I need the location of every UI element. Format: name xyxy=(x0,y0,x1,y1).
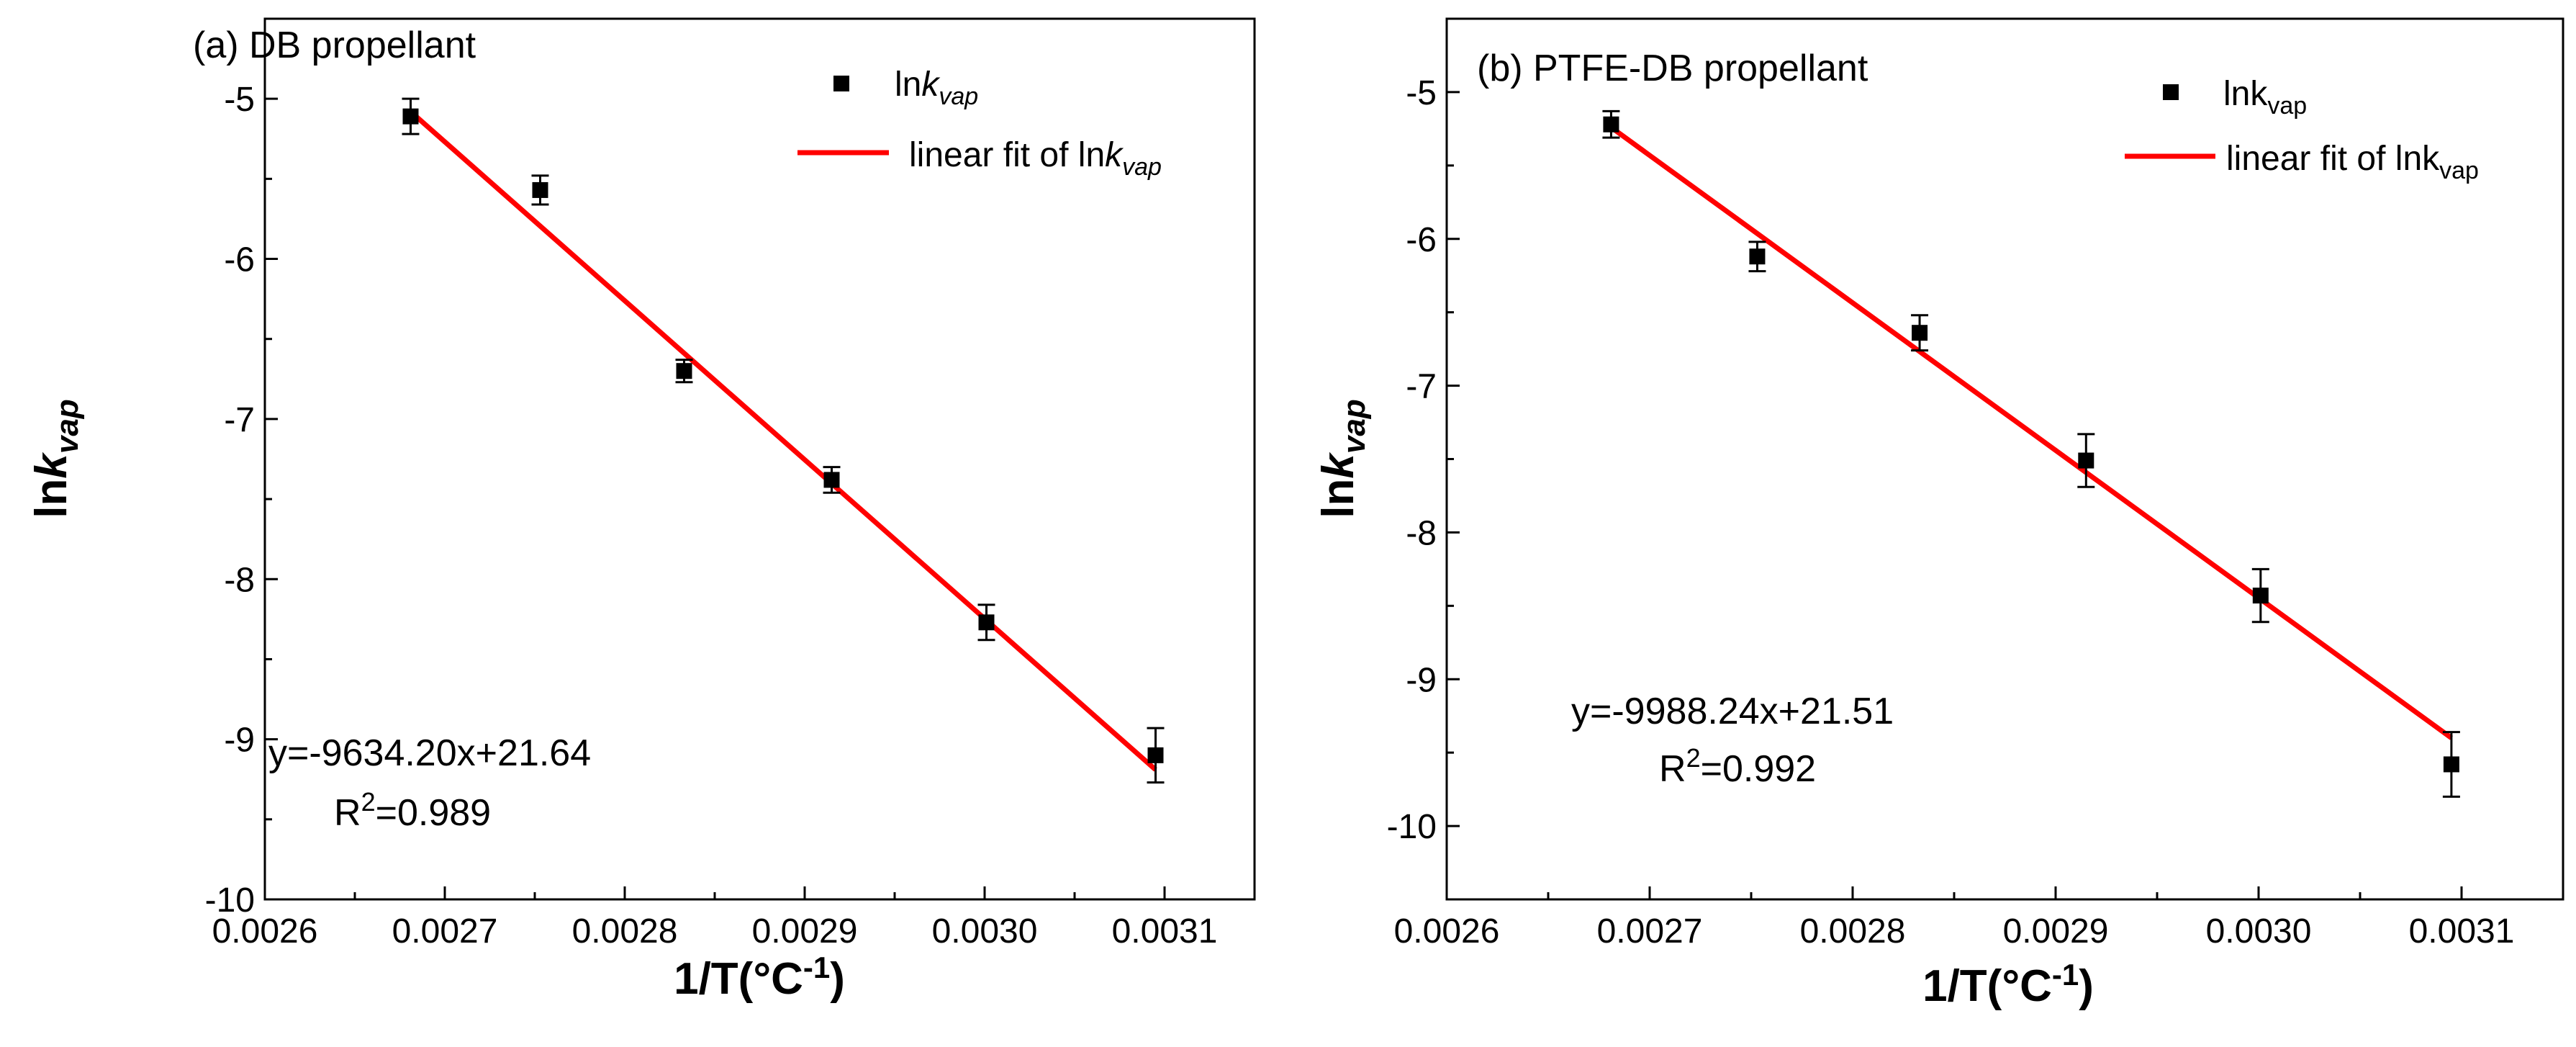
data-point xyxy=(2252,588,2269,604)
fit-line xyxy=(409,109,1157,772)
data-point xyxy=(2443,756,2459,773)
data-point xyxy=(1603,116,1619,132)
y-tick-label: -9 xyxy=(224,722,255,760)
x-tick-label: 0.0026 xyxy=(1394,912,1500,951)
panel-a-chart: 0.0026 0.0027 0.0028 0.0029 0.0030 0.0031 -5-… xyxy=(27,17,1256,1004)
legend-marker-label-var: k xyxy=(921,66,941,104)
x-axis-title-tail: ) xyxy=(830,954,845,1004)
x-tick-label: 0.0030 xyxy=(2206,912,2312,951)
y-tick-label: -10 xyxy=(205,881,255,920)
data-point xyxy=(532,181,548,198)
y-tick-label: -10 xyxy=(1387,808,1437,846)
y-axis-title-main: ln xyxy=(27,479,76,518)
y-axis-title-main: ln xyxy=(1314,479,1363,518)
fit-r2-prefix: R xyxy=(1659,748,1686,790)
y-tick-label: -9 xyxy=(1406,661,1437,699)
y-axis-title-sub: vap xyxy=(1337,399,1372,454)
fit-equation: y=-9988.24x+21.51 xyxy=(1571,691,1894,732)
legend: lnkvap linear fit of lnkvap xyxy=(797,66,1162,181)
y-tick-label: -7 xyxy=(1406,368,1437,406)
legend-line-label-main: linear fit of ln xyxy=(909,136,1105,174)
y-tick-label: -5 xyxy=(1406,74,1437,112)
y-axis-ticks: -5 -6 -7 -8 -9 -10 xyxy=(1387,74,1460,901)
x-tick-label: 0.0028 xyxy=(1800,912,1906,951)
y-tick-label: -8 xyxy=(224,561,255,599)
y-tick-label: -7 xyxy=(224,401,255,439)
plot-content xyxy=(402,97,1165,784)
x-tick-label: 0.0027 xyxy=(392,912,498,951)
x-axis-title-tail: ) xyxy=(2079,961,2094,1011)
y-axis-title: lnkvap xyxy=(27,399,85,518)
fit-line xyxy=(1609,125,2453,740)
x-tick-label: 0.0030 xyxy=(932,912,1038,951)
legend-marker-label: lnkvap xyxy=(2223,75,2307,120)
data-point xyxy=(676,363,692,379)
y-axis-ticks: -5 -6 -7 -8 -9 -10 xyxy=(205,81,278,920)
data-point xyxy=(823,472,840,488)
y-tick-label: -5 xyxy=(224,81,255,119)
legend-marker-label-main: ln xyxy=(895,66,921,104)
fit-r2-value: =0.992 xyxy=(1701,748,1817,790)
legend-marker-swatch xyxy=(833,76,849,91)
legend-marker-label: lnkvap xyxy=(895,66,978,110)
legend-line-label: linear fit of lnkvap xyxy=(2226,140,2479,184)
x-tick-label: 0.0031 xyxy=(1112,912,1218,951)
x-axis-title-sup: -1 xyxy=(803,951,830,984)
fit-r2: R2=0.992 xyxy=(1659,743,1816,790)
fit-r2-prefix: R xyxy=(334,792,361,834)
y-axis-title-var: k xyxy=(27,451,76,479)
legend-line-label-main: linear fit of lnk xyxy=(2226,140,2440,178)
fit-equation: y=-9634.20x+21.64 xyxy=(268,732,591,774)
fit-r2-value: =0.989 xyxy=(376,792,492,834)
data-point xyxy=(2078,452,2094,469)
data-point xyxy=(978,614,995,631)
fit-r2-sup: 2 xyxy=(1686,743,1701,773)
data-point xyxy=(1749,248,1766,265)
x-axis-ticks: 0.0026 0.0027 0.0028 0.0029 0.0030 0.0031 xyxy=(1394,886,2515,951)
plot-frame xyxy=(263,17,1256,901)
x-tick-label: 0.0029 xyxy=(752,912,858,951)
x-axis-title: 1/T(°C-1) xyxy=(1922,958,2094,1011)
x-tick-label: 0.0026 xyxy=(212,912,318,951)
data-point xyxy=(402,108,419,125)
x-tick-label: 0.0027 xyxy=(1597,912,1703,951)
legend-line-label-var: k xyxy=(1105,136,1124,174)
legend-marker-label-main: lnk xyxy=(2223,75,2268,113)
data-point xyxy=(1912,325,1928,341)
x-axis-title: 1/T(°C-1) xyxy=(674,951,845,1004)
legend-line-label-sub: vap xyxy=(2439,157,2479,184)
x-tick-label: 0.0028 xyxy=(572,912,678,951)
legend-line-label: linear fit of lnkvap xyxy=(909,136,1162,181)
x-tick-label: 0.0031 xyxy=(2409,912,2515,951)
x-axis-title-main: 1/T(°C xyxy=(674,954,803,1004)
y-tick-label: -8 xyxy=(1406,514,1437,552)
x-axis-title-sup: -1 xyxy=(2052,958,2079,992)
x-axis-title-main: 1/T(°C xyxy=(1922,961,2052,1011)
legend-marker-swatch xyxy=(2163,84,2179,100)
y-axis-title: lnkvap xyxy=(1314,399,1372,518)
plot-content xyxy=(1602,109,2460,798)
y-axis-title-var: k xyxy=(1314,451,1363,479)
legend-marker-label-sub: vap xyxy=(939,83,978,110)
fit-r2-sup: 2 xyxy=(361,787,376,817)
legend-marker-label-sub: vap xyxy=(2267,92,2307,120)
y-axis-title-sub: vap xyxy=(50,399,85,454)
panel-title: (a) DB propellant xyxy=(193,24,476,66)
legend-line-label-sub: vap xyxy=(1122,153,1162,181)
fit-r2: R2=0.989 xyxy=(334,787,491,834)
y-tick-label: -6 xyxy=(1406,221,1437,259)
panel-title: (b) PTFE-DB propellant xyxy=(1477,48,1868,89)
y-tick-label: -6 xyxy=(224,241,255,279)
x-axis-ticks: 0.0026 0.0027 0.0028 0.0029 0.0030 0.0031 xyxy=(212,886,1218,951)
panel-b-chart: 0.0026 0.0027 0.0028 0.0029 0.0030 0.0031 -5-… xyxy=(1314,17,2564,1011)
x-tick-label: 0.0029 xyxy=(2003,912,2109,951)
data-point xyxy=(1147,747,1164,763)
legend: lnkvap linear fit of lnkvap xyxy=(2125,75,2479,184)
